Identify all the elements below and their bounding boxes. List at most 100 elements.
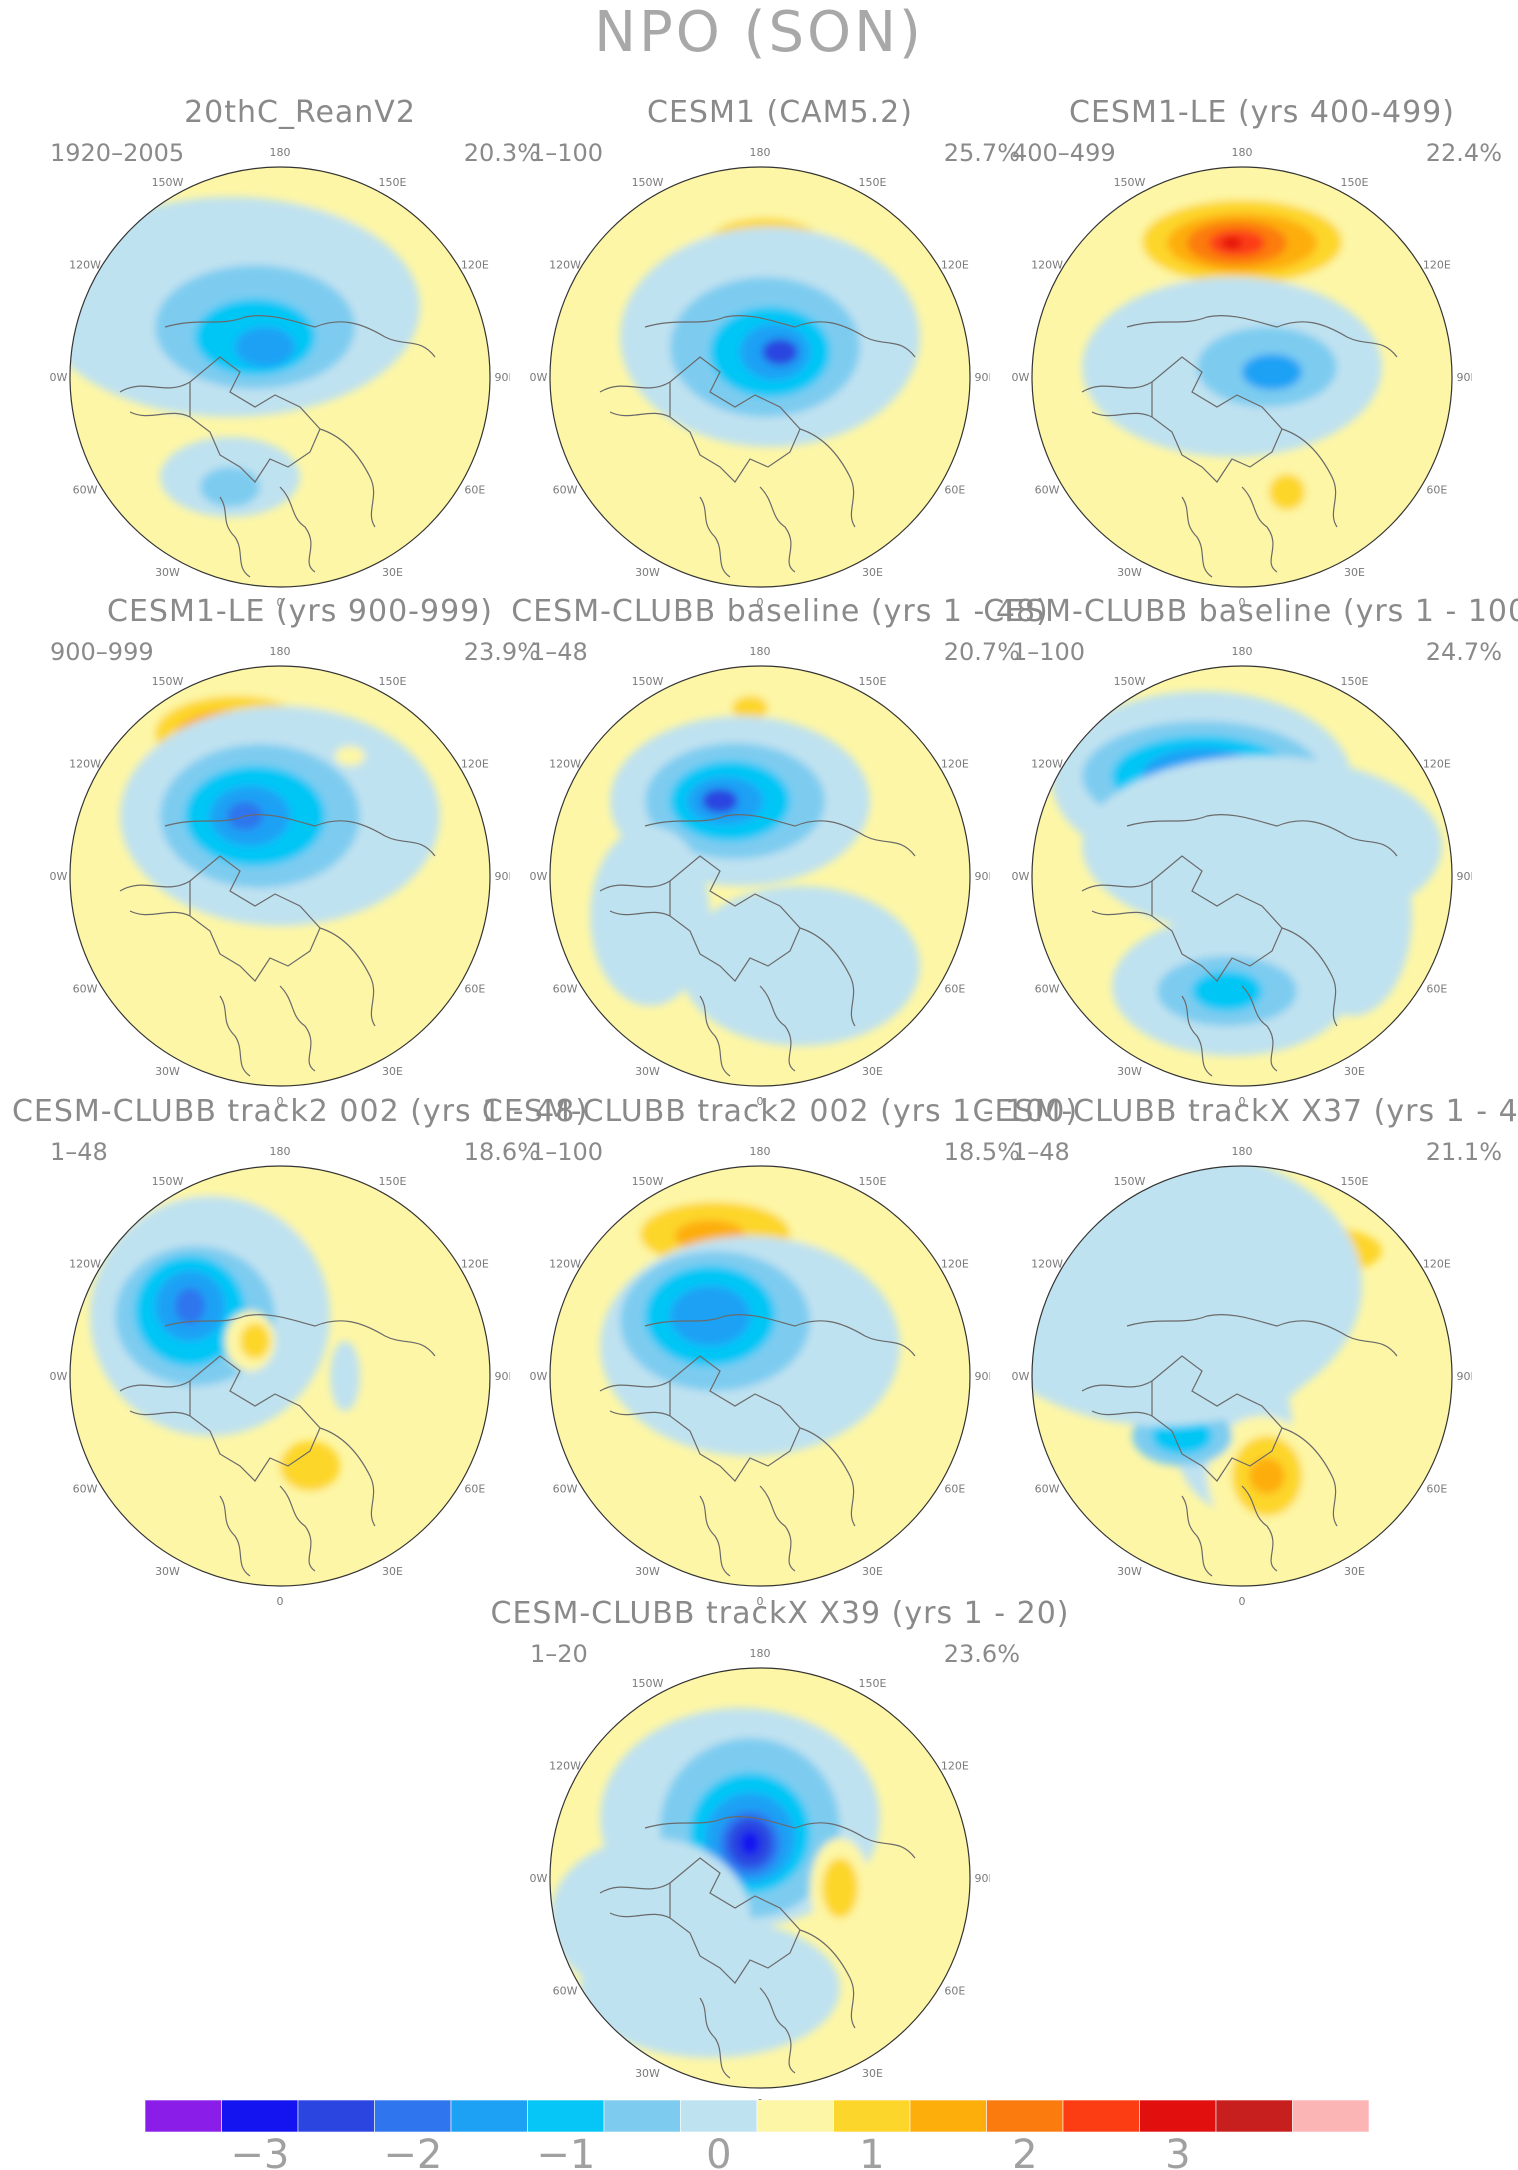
longitude-label: 0 [277,1095,284,1106]
panel-years: 1920–2005 [50,139,185,167]
coastline [189,855,321,982]
coastline [669,356,801,483]
longitude-label: 90E [975,371,990,384]
longitude-label: 180 [1232,147,1253,159]
map-border [69,1165,491,1587]
coastlines [1081,814,1398,1077]
map-panel: CESM-CLUBB trackX X39 (yrs 1 - 20) 1–20 23… [491,1596,1069,2108]
longitude-label: 150W [632,1677,664,1690]
contour-region [762,339,798,365]
coastline [759,428,856,573]
coastline [599,381,671,418]
panel-title: CESM-CLUBB track2 002 (yrs 1 - 48) [11,1094,589,1129]
coastlines [119,315,436,578]
coastline [599,1882,671,1919]
panel-years: 1–100 [1012,638,1086,666]
longitude-label: 30W [1117,566,1142,579]
coastline [119,880,191,917]
longitude-label: 60E [464,1483,485,1496]
contour-region [235,327,295,367]
longitude-label: 30E [1344,566,1365,579]
longitude-label: 180 [750,1146,771,1158]
map-border [549,665,971,1087]
coastline [669,1857,801,1984]
coastline [1241,428,1338,573]
colorbar-swatch [1215,2100,1293,2133]
coastline [699,1997,731,2079]
colorbar-tick-label: 1 [859,2132,884,2170]
colorbar-swatch [756,2100,834,2133]
longitude-label: 90E [975,1370,990,1383]
longitude-label: 90W [1012,870,1030,883]
map-border [1031,1165,1453,1587]
longitude-label: 60W [1035,983,1060,996]
panel-variance-percent: 18.5% [943,1138,1020,1166]
panel-years: 1–48 [50,1138,108,1166]
longitude-label: 180 [750,147,771,159]
longitude-label: 120W [69,758,101,771]
longitude-label: 120E [941,1760,969,1773]
panel-title: 20thC_ReanV2 [184,95,416,130]
longitude-label: 150E [1341,1175,1369,1188]
coastline [279,1427,376,1572]
longitude-label: 150E [379,176,407,189]
longitude-label: 180 [1232,646,1253,658]
coastline [119,1380,191,1417]
polar-map: 180 150E 120E 90E 60E 30E 0 30W 60W 90W 120W 150W [1012,646,1472,1106]
longitude-label: 30E [382,566,403,579]
panel-title: CESM-CLUBB trackX X39 (yrs 1 - 20) [490,1596,1070,1631]
polar-map: 180 150E 120E 90E 60E 30E 0 30W 60W 90W 120W 150W [1012,147,1472,607]
panel-years: 400–499 [1012,139,1116,167]
longitude-label: 90W [530,1872,548,1885]
panel-title: CESM1 (CAM5.2) [647,95,913,130]
coastline [599,1380,671,1417]
longitude-label: 60E [1426,484,1447,497]
coastline [759,1427,856,1572]
panel-title: CESM1-LE (yrs 900-999) [107,594,493,629]
panel-variance-percent: 21.1% [1425,1138,1502,1166]
panel-variance-percent: 22.4% [1425,139,1502,167]
map-panel: CESM1-LE (yrs 900-999) 900–999 23.9% 180 150… [50,594,550,1106]
panel-title: CESM-CLUBB baseline (yrs 1 - 100) [983,594,1518,629]
polar-map: 180 150E 120E 90E 60E 30E 0 30W 60W 90W 120W 150W [530,646,990,1106]
panel-years: 1–48 [1012,1138,1070,1166]
longitude-label: 120W [69,259,101,272]
map-border [549,1667,971,2089]
longitude-label: 180 [750,1648,771,1660]
coastline [164,814,436,857]
coastline [219,496,251,578]
panel-years: 1–100 [530,1138,604,1166]
longitude-label: 60E [1426,1483,1447,1496]
contour-region [670,1286,750,1346]
longitude-label: 90E [1457,1370,1472,1383]
longitude-label: 150E [1341,675,1369,688]
longitude-label: 60E [944,484,965,497]
longitude-label: 0 [1239,1095,1246,1106]
longitude-label: 0 [277,596,284,607]
coastline [1151,356,1283,483]
colorbar-swatch [603,2100,681,2133]
panel-variance-percent: 23.6% [943,1640,1020,1668]
polar-map: 180 150E 120E 90E 60E 30E 0 30W 60W 90W 120W 150W [530,147,990,607]
contour-region [1192,971,1262,1011]
longitude-label: 150W [152,675,184,688]
longitude-label: 30W [1117,1065,1142,1078]
longitude-label: 30W [155,1565,180,1578]
coastline [1151,855,1283,982]
longitude-label: 60W [1035,484,1060,497]
longitude-label: 90E [1457,371,1472,384]
longitude-label: 120E [461,758,489,771]
longitude-label: 0 [1239,1595,1246,1606]
longitude-label: 0 [1239,596,1246,607]
coastline [1081,381,1153,418]
coastline [1126,814,1398,857]
colorbar-swatch [833,2100,911,2133]
contour-region [680,886,920,1046]
longitude-label: 30W [635,1565,660,1578]
longitude-label: 90W [530,870,548,883]
colorbar-tick-label: 3 [1165,2132,1190,2170]
longitude-label: 120W [1031,758,1063,771]
longitude-label: 60W [73,983,98,996]
polar-map: 180 150E 120E 90E 60E 30E 0 30W 60W 90W 120W 150W [1012,1146,1472,1606]
longitude-label: 120E [1423,1258,1451,1271]
